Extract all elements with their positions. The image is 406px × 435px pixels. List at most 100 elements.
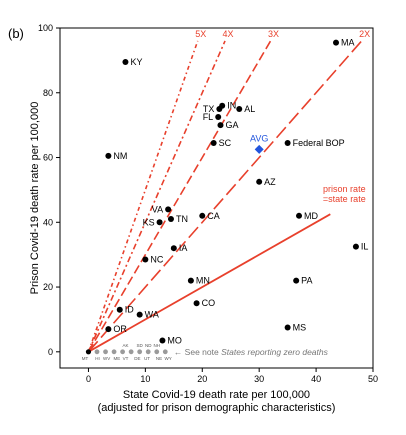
y-tick-label: 0 [48, 347, 53, 357]
x-axis-label: State Covid-19 death rate per 100,000 [123, 389, 310, 401]
point-label: Federal BOP [293, 138, 345, 148]
point-ky [122, 59, 129, 65]
zero-state-dot [111, 349, 117, 355]
zero-state-label: MT [82, 356, 89, 361]
point-label: AL [244, 104, 255, 114]
label-equal-line: =state rate [323, 194, 366, 204]
line-3x [87, 40, 272, 353]
data-points: KY MA IN TX AL FL GA SC Federal BOP NM AZ VA KS TN CA M… [105, 38, 369, 345]
point-federal-bop [284, 139, 291, 146]
label-4x: 4X [223, 29, 234, 39]
zero-state-label: WV [103, 356, 110, 361]
zero-state-label: ND [145, 343, 152, 348]
point-ms [284, 324, 291, 331]
point-il [352, 243, 359, 250]
zero-state-label: NE [156, 356, 162, 361]
label-5x: 5X [195, 29, 206, 39]
zero-state-dot [120, 349, 125, 355]
avg-label: AVG [250, 133, 268, 143]
point-label: SC [219, 138, 232, 148]
y-tick-label: 60 [43, 153, 53, 163]
plot-frame [59, 27, 374, 369]
y-axis-label: Prison Covid-19 death rate per 100,000 [29, 102, 41, 295]
zero-state-label: ME [114, 356, 121, 361]
point-label: TN [176, 214, 188, 224]
point-label: GA [225, 120, 238, 130]
point-label: IN [227, 101, 236, 111]
zero-state-label: UT [144, 356, 150, 361]
point-label: MS [293, 323, 307, 333]
point-fl [215, 114, 222, 121]
x-tick-label: 0 [86, 374, 91, 384]
point-va [165, 206, 172, 213]
point-label: MN [196, 276, 210, 286]
point-label: PA [301, 276, 312, 286]
line-2x [87, 40, 363, 353]
point-label: MA [341, 38, 355, 48]
point-ga [217, 122, 224, 129]
avg-marker [254, 144, 264, 154]
zero-state-dot [145, 349, 151, 355]
point-az [256, 178, 263, 185]
point-co [193, 300, 200, 307]
x-tick-label: 30 [254, 374, 264, 384]
point-id [116, 306, 123, 313]
zero-state-dot [103, 349, 108, 355]
point-label: NM [113, 151, 127, 161]
point-label: VA [152, 204, 163, 214]
point-mo [159, 337, 166, 344]
point-tn [167, 216, 174, 223]
zero-state-label: AK [122, 343, 128, 348]
label-3x: 3X [268, 29, 279, 39]
point-pa [293, 277, 300, 284]
point-md [296, 212, 303, 219]
reference-lines: 2X 3X 4X 5X prison rate=state rate [87, 29, 370, 353]
point-ma [333, 39, 340, 46]
zero-state-dot [137, 349, 143, 355]
zero-state-label: WY [165, 356, 172, 361]
zero-state-label: SD [137, 343, 144, 348]
point-al [236, 105, 243, 112]
point-ca [199, 212, 206, 219]
point-label: KY [130, 57, 142, 67]
zero-state-dot [162, 349, 168, 355]
x-tick-label: 50 [368, 374, 378, 384]
x-tick-label: 20 [197, 374, 207, 384]
line-4x [87, 40, 226, 353]
point-label: FL [203, 112, 214, 122]
point-sc [210, 139, 217, 146]
point-tx [216, 105, 223, 112]
point-label: MD [304, 211, 318, 221]
zero-origin-dot [85, 349, 92, 355]
x-tick-label: 10 [140, 374, 150, 384]
zero-state-dot [94, 349, 100, 355]
point-label: ID [125, 305, 135, 315]
point-label: NC [150, 255, 163, 265]
y-tick-label: 40 [43, 217, 53, 227]
y-tick-label: 100 [38, 23, 53, 33]
point-label: AZ [264, 177, 276, 187]
line-equal [88, 213, 331, 353]
zero-note: ← See note States reporting zero deaths [174, 347, 329, 357]
point-mn [187, 277, 194, 284]
point-label: IA [179, 243, 188, 253]
label-2x: 2X [359, 29, 370, 39]
point-label: TX [203, 104, 215, 114]
spacer: AK [85, 350, 86, 351]
panel-label: (b) [8, 26, 24, 41]
point-label: KS [143, 217, 155, 227]
zero-state-label: VT [123, 356, 129, 361]
zero-state-dot [154, 349, 160, 355]
x-tick-label: 40 [311, 374, 321, 384]
x-axis-sublabel: (adjusted for prison demographic charact… [98, 402, 336, 414]
point-label: CA [207, 211, 220, 221]
point-label: MO [167, 335, 182, 345]
point-label: OR [113, 324, 127, 334]
zero-state-label: NH [153, 343, 160, 348]
point-label: IL [361, 242, 369, 252]
line-5x [87, 40, 199, 353]
zero-state-label: HI [95, 356, 100, 361]
point-or [105, 326, 112, 333]
y-tick-label: 80 [43, 88, 53, 98]
